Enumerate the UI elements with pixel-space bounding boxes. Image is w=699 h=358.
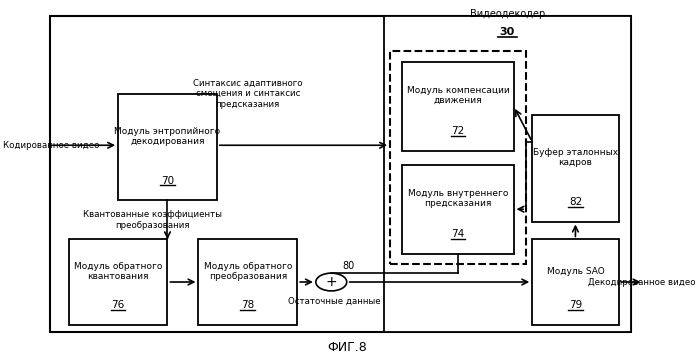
Bar (69, 240, 168, 325)
Text: 72: 72 (452, 126, 465, 136)
Circle shape (316, 273, 347, 291)
Text: Модуль обратного
преобразования: Модуль обратного преобразования (203, 262, 292, 281)
Text: Модуль энтропийного
декодирования: Модуль энтропийного декодирования (115, 127, 220, 146)
Text: Синтаксис адаптивного
смещения и синтаксис
предсказания: Синтаксис адаптивного смещения и синтакс… (193, 79, 303, 108)
Text: Модуль обратного
квантования: Модуль обратного квантования (74, 262, 162, 281)
Text: Остаточные данные: Остаточные данные (288, 297, 381, 306)
Text: 74: 74 (452, 229, 465, 239)
Text: +: + (326, 275, 337, 289)
Text: Модуль SAO: Модуль SAO (547, 267, 605, 276)
Bar (199, 240, 297, 325)
Text: ФИГ.8: ФИГ.8 (327, 341, 366, 354)
Text: 70: 70 (161, 176, 174, 186)
Text: Кодированное видео: Кодированное видео (3, 141, 99, 150)
Text: 80: 80 (343, 261, 354, 271)
Bar (403, 165, 514, 253)
Bar (390, 51, 526, 264)
Text: Квантованные коэффициенты
преобразования: Квантованные коэффициенты преобразования (82, 210, 222, 229)
Text: 78: 78 (241, 300, 254, 310)
Bar (403, 62, 514, 151)
Text: Декодированное видео: Декодированное видео (589, 277, 696, 286)
Text: 79: 79 (569, 300, 582, 310)
Text: 82: 82 (569, 197, 582, 207)
Bar (532, 115, 619, 222)
Text: Модуль компенсации
движения: Модуль компенсации движения (407, 86, 510, 105)
Bar (532, 240, 619, 325)
Text: Видеодекодер: Видеодекодер (470, 9, 545, 19)
Bar (118, 94, 217, 200)
Text: 76: 76 (111, 300, 124, 310)
Text: Модуль внутреннего
предсказания: Модуль внутреннего предсказания (408, 189, 508, 208)
Text: 30: 30 (500, 26, 515, 37)
Bar (384, 16, 631, 332)
Text: Буфер эталонных
кадров: Буфер эталонных кадров (533, 148, 618, 168)
Bar (50, 16, 631, 332)
